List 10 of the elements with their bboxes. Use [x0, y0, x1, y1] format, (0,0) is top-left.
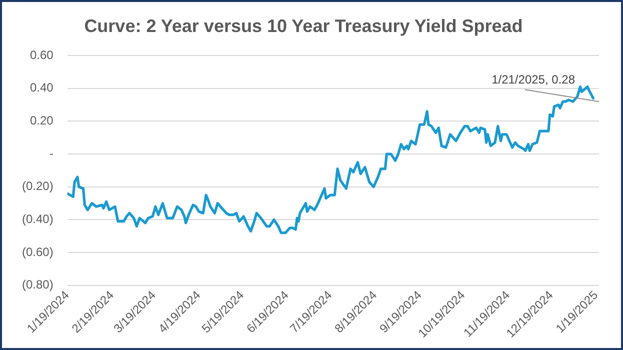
- annotation: 1/21/2025, 0.28: [492, 72, 576, 87]
- y-tick-label: (0.60): [22, 244, 54, 259]
- y-tick-label: (0.80): [22, 278, 54, 292]
- y-tick-label: (0.40): [22, 212, 54, 226]
- y-tick-label: 0.40: [30, 80, 54, 95]
- y-tick-label: 0.60: [30, 48, 54, 62]
- y-tick-label: (0.20): [22, 179, 54, 194]
- chart-title: Curve: 2 Year versus 10 Year Treasury Yield Spread: [84, 16, 523, 36]
- y-tick-label: 0.20: [30, 114, 54, 128]
- y-tick-label: -: [49, 146, 54, 160]
